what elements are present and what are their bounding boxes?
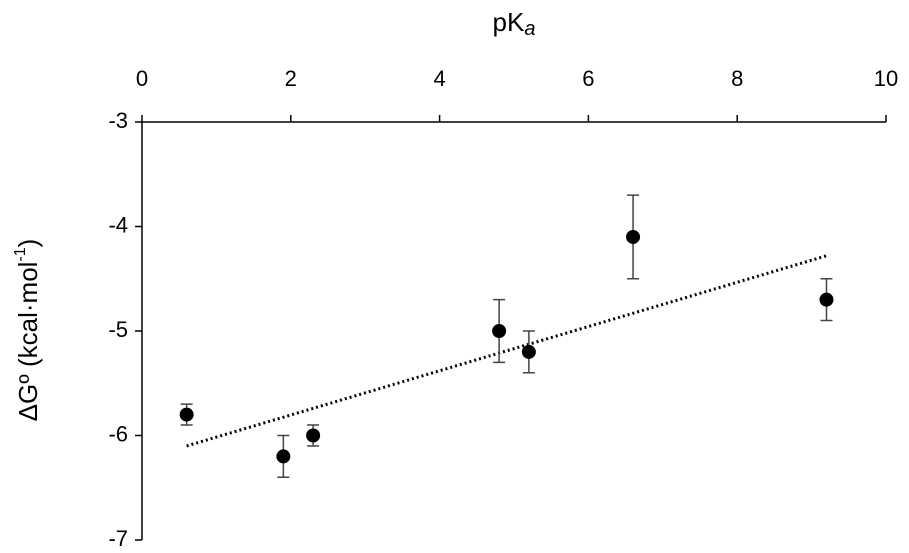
point [521, 344, 536, 359]
y-title-superscript: -1 [12, 247, 29, 261]
y-tick-label: -4 [108, 212, 128, 237]
trendline [186, 254, 827, 448]
y-title-main: ΔGº (kcal·mol [13, 262, 43, 422]
x-title-main: pK [493, 7, 525, 37]
point [306, 428, 321, 443]
y-axis-title: ΔGº (kcal·mol-1) [12, 239, 43, 422]
point [626, 229, 641, 244]
x-title-subscript: a [524, 18, 535, 40]
x-tick-label: 2 [285, 66, 297, 91]
x-tick-label: 6 [582, 66, 594, 91]
point [276, 449, 291, 464]
point [179, 407, 194, 422]
x-tick-label: 0 [136, 66, 148, 91]
y-tick-label: -5 [108, 317, 128, 342]
point [819, 292, 834, 307]
y-tick-label: -7 [108, 526, 128, 551]
y-tick-label: -6 [108, 421, 128, 446]
x-tick-label: 10 [874, 66, 898, 91]
y-title-suffix: ) [13, 239, 43, 248]
x-axis-title: pKa [493, 7, 536, 40]
point [492, 324, 507, 338]
x-tick-label: 8 [731, 66, 743, 91]
y-tick-label: -3 [108, 108, 128, 133]
x-tick-label: 4 [433, 66, 445, 91]
